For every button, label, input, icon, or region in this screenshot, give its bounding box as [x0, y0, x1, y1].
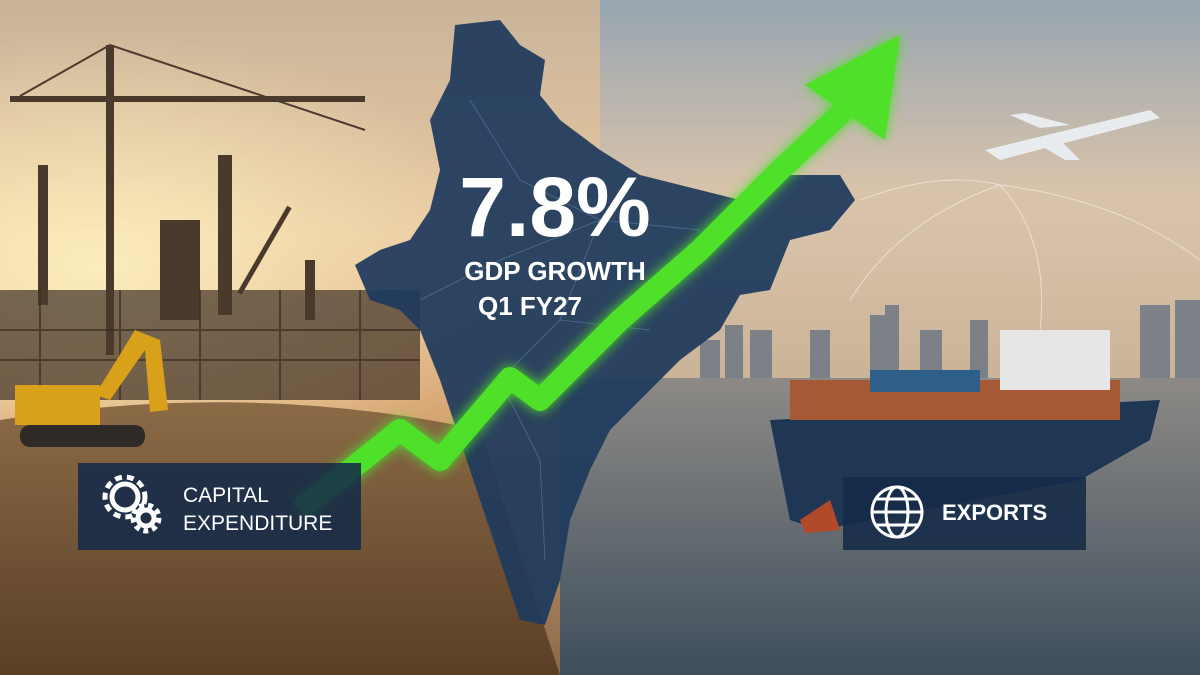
badge-text: EXPENDITURE	[183, 512, 332, 535]
scaffold	[0, 290, 420, 400]
headline-label: GDP GROWTH	[464, 256, 646, 286]
gear-icon	[102, 474, 162, 534]
skyline	[700, 300, 1200, 380]
badge-text: EXPORTS	[942, 500, 1047, 525]
airplane	[985, 110, 1160, 160]
badge-capex	[78, 463, 361, 550]
network-lines	[849, 179, 1200, 331]
globe-icon	[870, 485, 924, 539]
construction	[0, 44, 420, 400]
headline-value: 7.8%	[459, 160, 650, 254]
excavator	[15, 330, 168, 447]
growth-arrow	[293, 35, 900, 519]
headline-period: Q1 FY27	[478, 291, 582, 321]
badge-text: CAPITAL	[183, 484, 269, 507]
